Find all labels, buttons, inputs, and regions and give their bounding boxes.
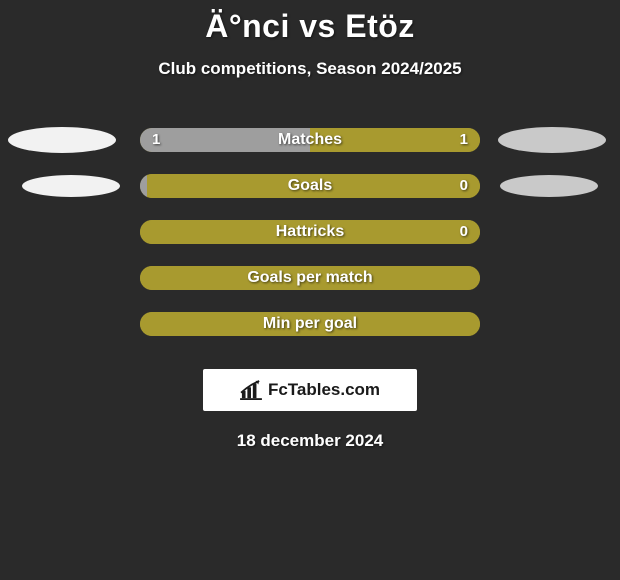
stat-label: Min per goal [140,312,480,336]
player-right-marker [500,175,598,197]
stat-row: Min per goal [0,301,620,347]
stat-row: Goals0 [0,163,620,209]
player-left-marker [8,127,116,153]
footer-date: 18 december 2024 [0,431,620,451]
page-subtitle: Club competitions, Season 2024/2025 [0,59,620,79]
stat-label: Matches [140,128,480,152]
stat-row: Goals per match [0,255,620,301]
player-left-marker [22,175,120,197]
player-right-marker [498,127,606,153]
stat-label: Goals [140,174,480,198]
stat-row: Hattricks0 [0,209,620,255]
stat-value-right: 0 [460,174,468,198]
stat-bar: Goals0 [140,174,480,198]
stat-label: Goals per match [140,266,480,290]
stat-value-right: 0 [460,220,468,244]
stats-list: Matches11Goals0Hattricks0Goals per match… [0,117,620,347]
stat-bar: Matches1 1 [140,128,480,152]
brand-logo[interactable]: FcTables.com [203,369,417,411]
brand-text: FcTables.com [268,380,380,400]
page-title: Ä°nci vs Etöz [0,8,620,45]
comparison-widget: Ä°nci vs Etöz Club competitions, Season … [0,0,620,451]
stat-row: Matches1 1 [0,117,620,163]
stat-label: Hattricks [140,220,480,244]
stat-value-right: 1 [460,128,468,152]
stat-bar: Min per goal [140,312,480,336]
chart-icon [240,380,262,400]
stat-value-left: 1 [152,128,160,152]
stat-bar: Hattricks0 [140,220,480,244]
stat-bar: Goals per match [140,266,480,290]
